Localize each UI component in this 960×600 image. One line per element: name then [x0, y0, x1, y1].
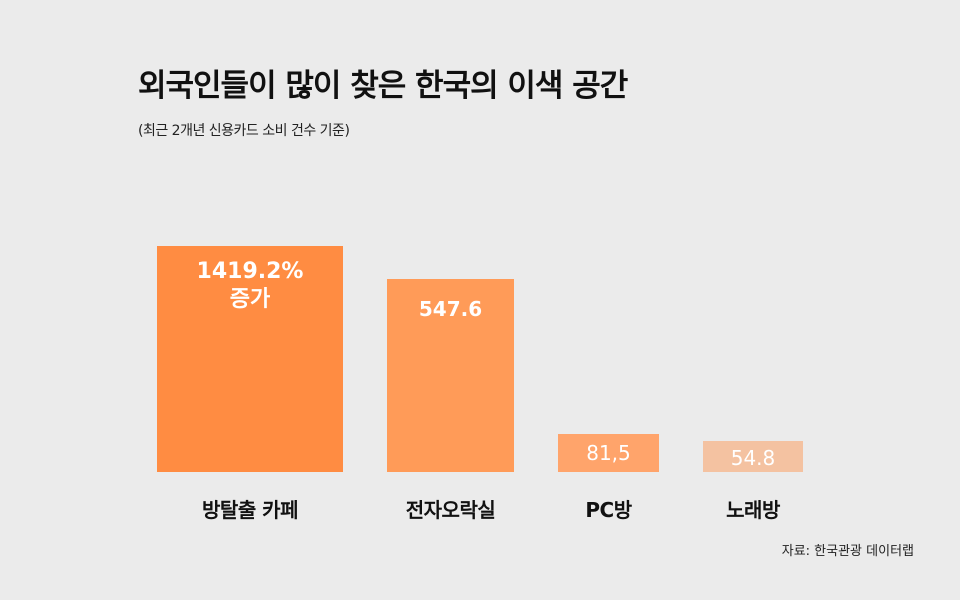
bar-4: 54.8 — [703, 441, 803, 472]
category-label: 전자오락실 — [405, 498, 496, 522]
category-label: PC방 — [585, 498, 632, 522]
bar-1: 1419.2% 증가 — [157, 246, 343, 472]
bar-3: 81,5 — [558, 434, 659, 472]
source-note: 자료: 한국관광 데이터랩 — [781, 544, 914, 559]
category-label: 노래방 — [726, 498, 780, 522]
data-label: 547.6 — [418, 297, 483, 321]
data-label: 1419.2% 증가 — [196, 259, 304, 312]
chart-title: 외국인들이 많이 찾은 한국의 이색 공간 — [138, 68, 628, 104]
data-label: 81,5 — [586, 441, 631, 465]
chart-subtitle: (최근 2개년 신용카드 소비 건수 기준) — [138, 123, 350, 139]
bar-2: 547.6 — [387, 279, 514, 472]
data-label: 54.8 — [730, 446, 776, 470]
category-label: 방탈출 카페 — [202, 498, 298, 522]
